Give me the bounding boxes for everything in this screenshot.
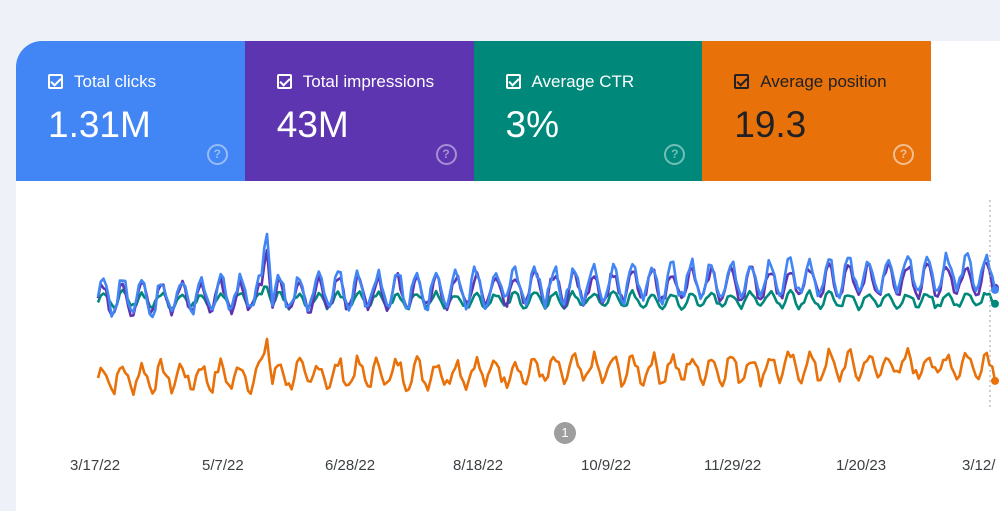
help-circle-icon[interactable]: ? [664,144,686,165]
tile-value: 43M [276,104,349,145]
tile-label: Total impressions [302,72,435,91]
tile-label: Total clicks [74,72,157,91]
series-line-total-clicks-end-point [991,285,999,294]
x-tick-label: 11/29/22 [704,457,762,474]
series-line-average-position [96,337,997,397]
tile-total-clicks[interactable]: Total clicks 1.31M ? [16,41,245,181]
checkbox-checked-icon[interactable] [276,74,292,89]
x-tick-label: 3/17/22 [70,457,121,474]
performance-card: Total clicks 1.31M ? Total impressions 4… [16,41,1000,511]
checkbox-checked-icon[interactable] [48,74,63,89]
checkbox-checked-icon[interactable] [734,74,750,89]
help-circle-icon[interactable]: ? [435,144,457,165]
tile-value: 1.31M [48,104,151,145]
help-circle-icon[interactable]: ? [893,144,914,165]
tile-average-position[interactable]: Average position 19.3 ? [702,41,931,181]
annotation-marker[interactable]: 1 [554,422,576,444]
x-tick-label: 8/18/22 [453,457,504,474]
checkbox-checked-icon[interactable] [505,74,521,89]
tile-total-impressions[interactable]: Total impressions 43M ? [244,41,474,181]
x-tick-label: 3/12/ [962,457,996,474]
tile-label: Average position [760,72,887,91]
series-line-total-clicks [96,232,997,319]
x-tick-label: 5/7/22 [202,457,244,474]
x-tick-label: 10/9/22 [581,457,632,474]
metric-tiles: Total clicks 1.31M ? Total impressions 4… [16,41,931,181]
tile-value: 19.3 [734,104,807,145]
x-tick-label: 1/20/23 [836,457,887,474]
series-line-average-ctr-end-point [991,299,999,308]
tile-average-ctr[interactable]: Average CTR 3% ? [473,41,703,181]
tile-label: Average CTR [531,72,635,91]
performance-line-chart[interactable] [0,0,1000,500]
help-circle-icon[interactable]: ? [206,144,228,165]
x-tick-label: 6/28/22 [325,457,376,474]
series-line-average-position-end-point [991,376,999,385]
tile-value: 3% [505,104,559,145]
